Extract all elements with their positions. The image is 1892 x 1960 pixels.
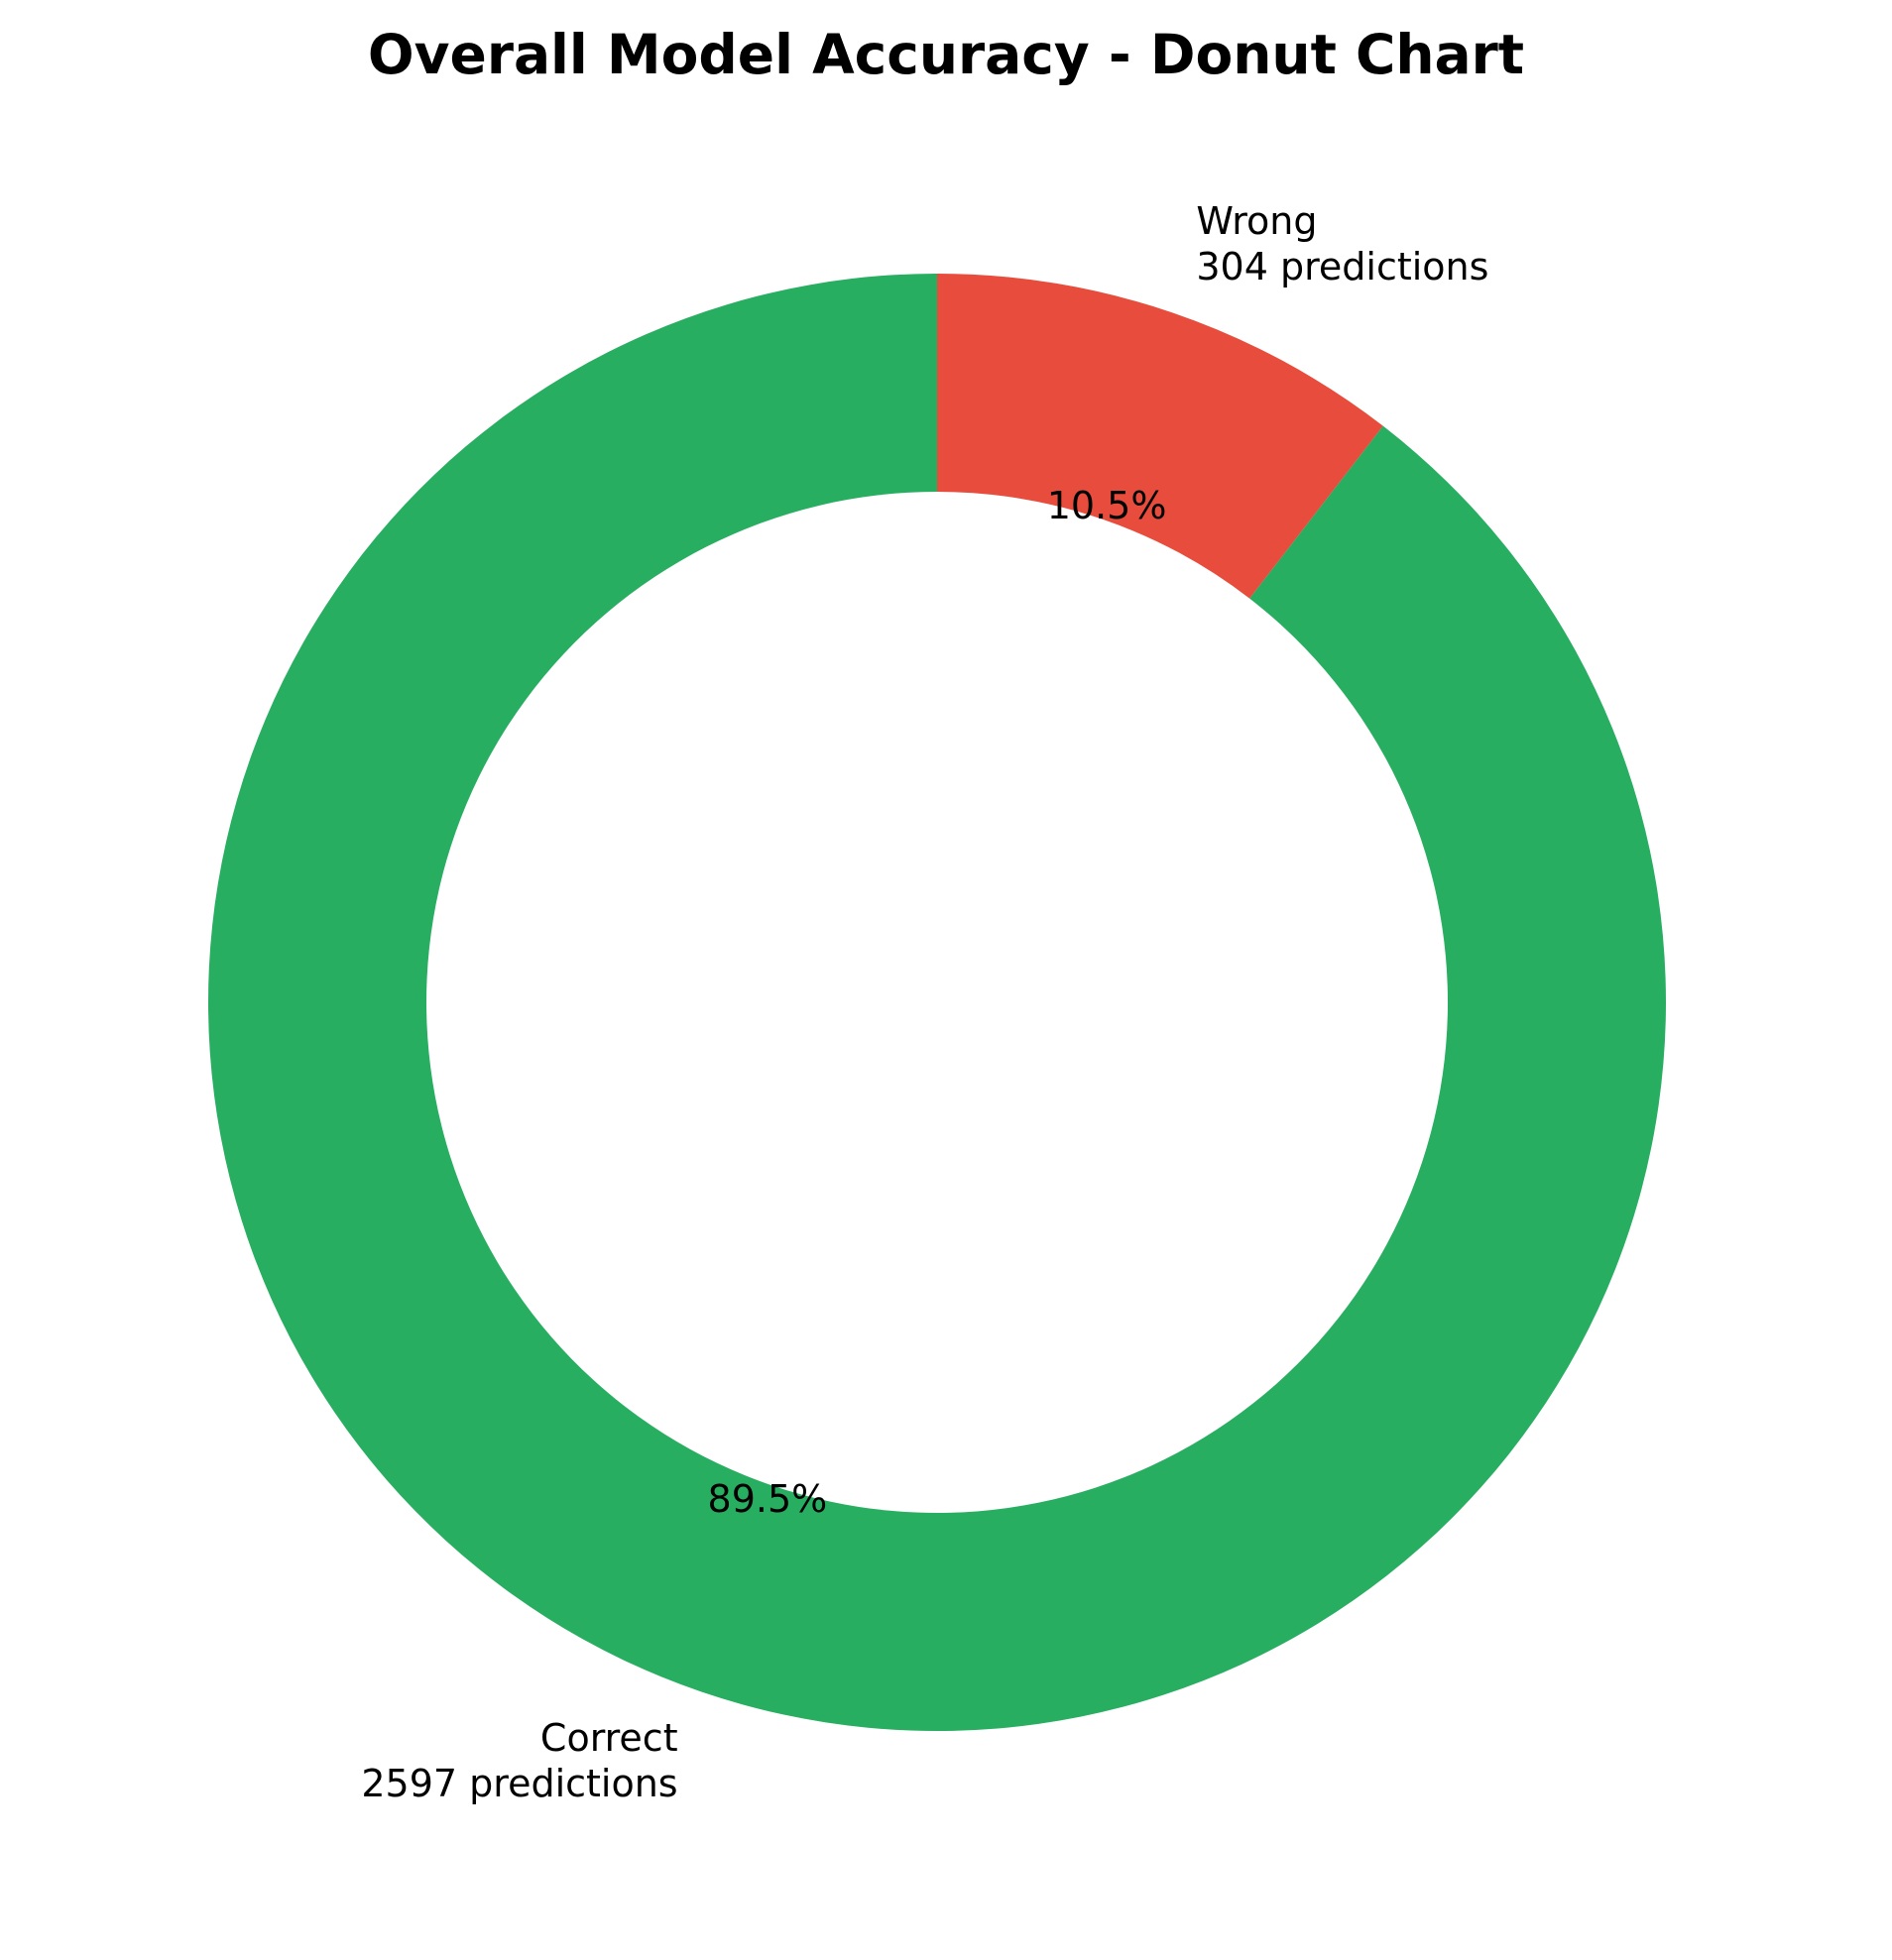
percent-label-correct: 89.5%: [708, 1477, 828, 1521]
slice-count-correct: 2597 predictions: [361, 1762, 677, 1805]
slices-group: [208, 274, 1667, 1731]
slice-wrong: [937, 274, 1383, 599]
slice-count-wrong: 304 predictions: [1196, 245, 1488, 288]
percent-label-wrong: 10.5%: [1047, 484, 1167, 527]
slice-name-wrong: Wrong: [1196, 199, 1317, 243]
labels-group: 89.5% Correct 2597 predictions 10.5% Wrong 30…: [361, 199, 1488, 1805]
outer-label-wrong: Wrong 304 predictions: [1196, 199, 1488, 288]
chart-title: Overall Model Accuracy - Donut Chart: [368, 23, 1524, 86]
slice-correct: [208, 274, 1667, 1731]
outer-label-correct: Correct 2597 predictions: [361, 1716, 677, 1805]
slice-name-correct: Correct: [540, 1716, 678, 1760]
